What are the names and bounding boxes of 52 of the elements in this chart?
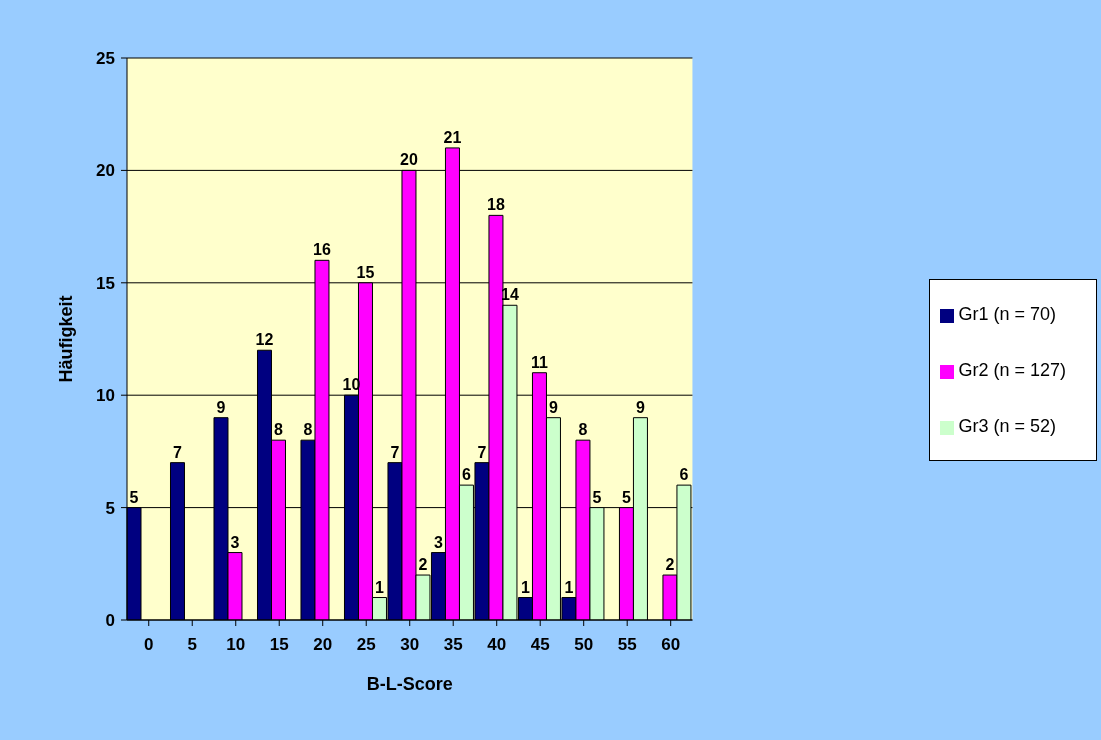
- y-axis-title: Häufigkeit: [56, 295, 77, 383]
- data-label: 11: [531, 353, 549, 371]
- x-tick-label: 20: [313, 635, 333, 655]
- data-label: 7: [173, 443, 183, 461]
- data-label: 18: [487, 196, 505, 214]
- data-label: 21: [443, 128, 462, 146]
- x-tick-label: 60: [661, 635, 681, 655]
- data-label: 7: [477, 443, 487, 461]
- y-tick-label: 5: [105, 498, 115, 518]
- data-label: 12: [255, 331, 274, 349]
- data-label: 9: [549, 398, 558, 416]
- data-label: 3: [230, 533, 240, 551]
- data-label: 2: [418, 556, 428, 574]
- legend-label: Gr3 (n = 52): [958, 416, 1056, 436]
- y-tick-label: 25: [96, 49, 115, 69]
- x-tick-label: 35: [443, 635, 463, 655]
- data-label: 6: [462, 466, 472, 484]
- data-label: 7: [390, 443, 400, 461]
- data-label: 9: [216, 398, 226, 416]
- data-label: 20: [400, 151, 418, 169]
- x-tick-label: 40: [487, 635, 507, 655]
- x-tick-label: 10: [226, 635, 246, 655]
- y-tick-label: 15: [96, 273, 115, 293]
- x-tick-label: 0: [144, 635, 154, 655]
- data-label: 1: [521, 578, 530, 596]
- data-label: 16: [313, 241, 331, 259]
- data-label: 9: [635, 398, 645, 416]
- data-label: 15: [356, 263, 375, 281]
- data-label: 8: [303, 421, 313, 439]
- data-label: 3: [434, 533, 444, 551]
- data-label: 5: [621, 488, 631, 506]
- x-tick-label: 30: [400, 635, 420, 655]
- data-label: 1: [564, 578, 574, 596]
- data-label: 5: [592, 488, 602, 506]
- x-tick-label: 15: [269, 635, 289, 655]
- legend-label: Gr1 (n = 70): [958, 304, 1056, 324]
- data-label: 1: [375, 578, 385, 596]
- data-label: 8: [578, 421, 588, 439]
- x-axis-title: B-L-Score: [366, 674, 453, 694]
- data-label: 5: [129, 488, 139, 506]
- y-tick-label: 20: [96, 161, 115, 181]
- x-tick-label: 45: [530, 635, 550, 655]
- data-label: 8: [274, 421, 284, 439]
- legend-label: Gr2 (n = 127): [958, 360, 1066, 380]
- x-tick-label: 55: [617, 635, 637, 655]
- data-label: 2: [665, 556, 675, 574]
- x-tick-label: 5: [187, 635, 197, 655]
- x-tick-label: 50: [574, 635, 594, 655]
- data-label: 6: [679, 466, 689, 484]
- y-tick-label: 0: [105, 611, 115, 631]
- x-tick-label: 25: [356, 635, 376, 655]
- y-tick-label: 10: [96, 386, 115, 406]
